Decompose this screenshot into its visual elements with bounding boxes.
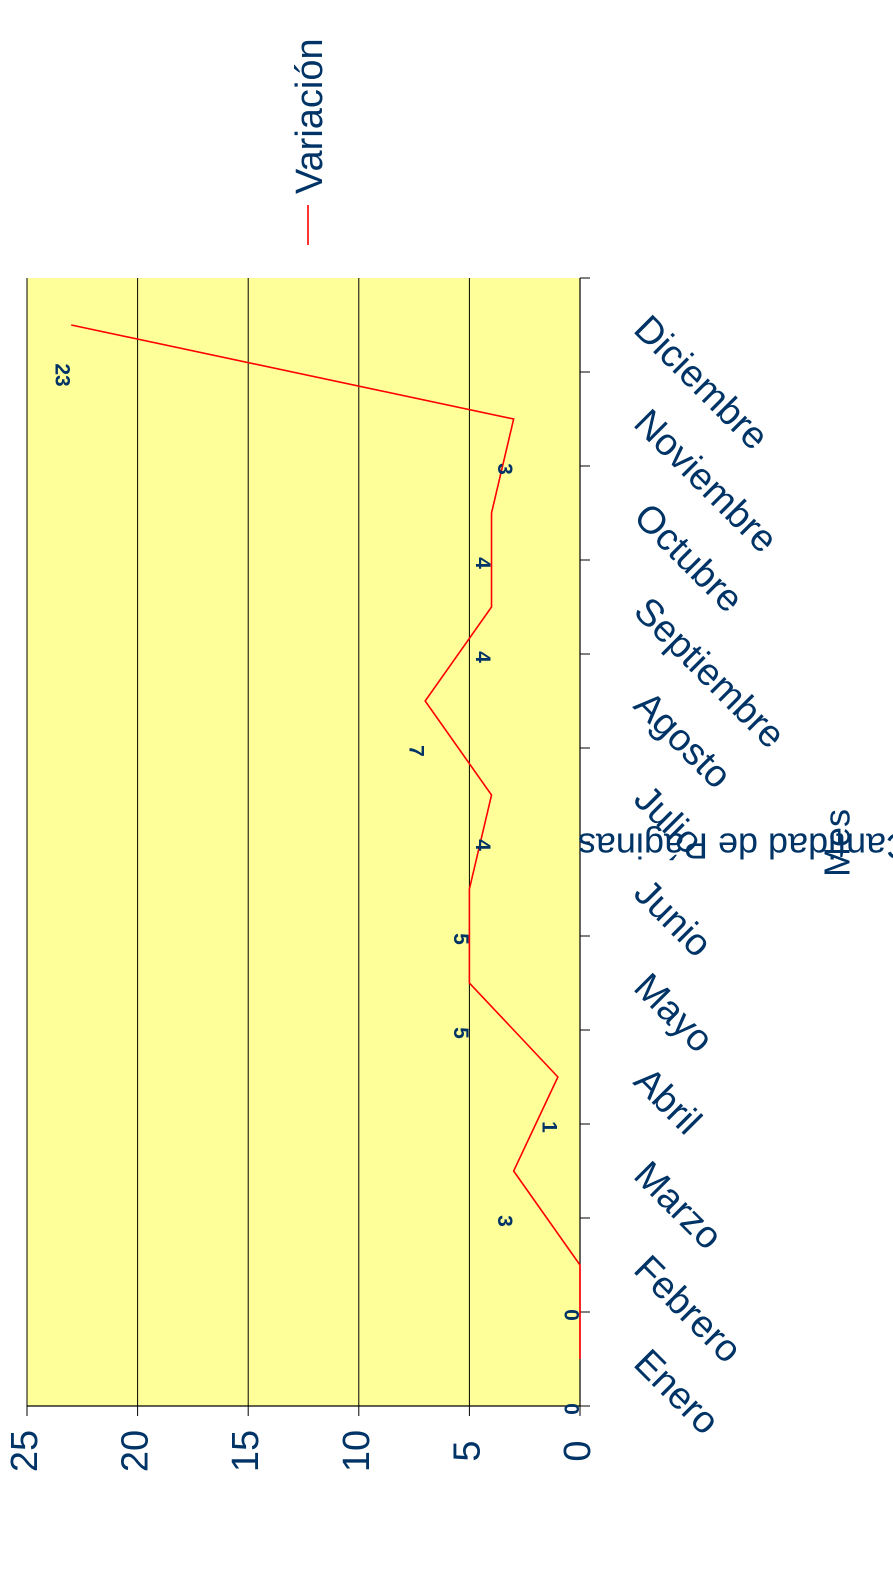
plot-area bbox=[27, 278, 580, 1406]
x-tick-label: Mayo bbox=[626, 966, 721, 1061]
data-labels: 0 0 3 1 5 5 4 7 4 4 3 23 bbox=[51, 363, 583, 1415]
series-line-variacion bbox=[71, 324, 581, 1359]
data-label: 4 bbox=[471, 651, 494, 663]
y-tick-label: 0 bbox=[557, 1440, 599, 1461]
x-tick-label: Abril bbox=[626, 1060, 709, 1143]
data-label: 4 bbox=[471, 839, 494, 851]
x-tick-label: Marzo bbox=[626, 1154, 730, 1258]
y-tick-label: 15 bbox=[225, 1430, 267, 1472]
y-tick-label: 10 bbox=[336, 1430, 378, 1472]
data-label: 0 bbox=[559, 1403, 582, 1415]
y-tick-label: 25 bbox=[4, 1430, 46, 1472]
data-label: 0 bbox=[559, 1309, 582, 1321]
data-label: 5 bbox=[449, 933, 472, 945]
y-axis-ticks: 0 5 10 15 20 25 bbox=[4, 1406, 599, 1472]
y-axis-title: Cantidad de Páginas bbox=[578, 825, 893, 866]
legend: Variación bbox=[289, 38, 331, 245]
x-axis-title: Mes bbox=[817, 809, 858, 877]
data-label: 3 bbox=[493, 463, 516, 475]
x-tick-label: Junio bbox=[626, 872, 720, 966]
gridlines bbox=[26, 278, 470, 1406]
data-label: 23 bbox=[51, 363, 74, 386]
data-label: 1 bbox=[537, 1121, 560, 1133]
legend-label: Variación bbox=[289, 38, 331, 194]
data-label: 7 bbox=[405, 745, 428, 757]
y-tick-label: 5 bbox=[446, 1440, 488, 1461]
data-label: 4 bbox=[471, 557, 494, 569]
data-label: 5 bbox=[449, 1027, 472, 1039]
y-tick-label: 20 bbox=[115, 1430, 157, 1472]
data-label: 3 bbox=[493, 1215, 516, 1227]
